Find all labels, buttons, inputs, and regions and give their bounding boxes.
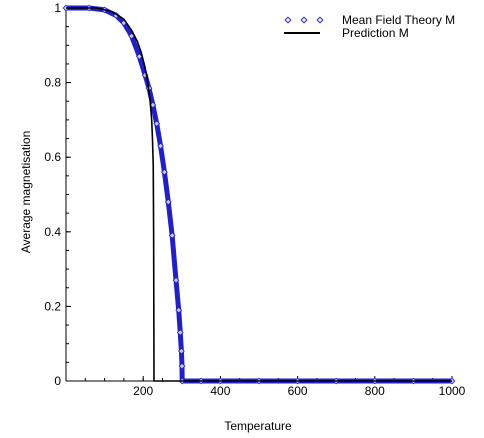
x-tick-label: 800 <box>365 384 385 398</box>
legend-diamond <box>300 16 308 24</box>
x-tick-label: 1000 <box>439 384 466 398</box>
legend-label-mean-field: Mean Field Theory M <box>342 13 455 27</box>
y-axis-title: Average magnetisation <box>19 131 33 254</box>
legend: Mean Field Theory M Prediction M <box>284 13 455 40</box>
mean-field-point <box>164 198 172 206</box>
legend-diamond <box>316 16 324 24</box>
series-prediction-line <box>66 7 452 382</box>
x-ticks: 200 400 600 800 1000 <box>65 376 466 398</box>
x-tick-label: 400 <box>210 384 230 398</box>
mean-field-point <box>178 362 186 370</box>
legend-item-prediction: Prediction M <box>284 26 409 40</box>
mean-field-point <box>157 142 164 150</box>
y-tick-label: 1 <box>54 1 61 15</box>
x-tick-label: 200 <box>133 384 153 398</box>
axes <box>65 6 452 382</box>
series-mean-field-band <box>63 5 455 384</box>
legend-label-prediction: Prediction M <box>342 26 409 40</box>
mean-field-point <box>175 306 183 314</box>
y-ticks: 0 0.2 0.4 0.6 0.8 1 <box>44 1 71 388</box>
y-tick-label: 0.6 <box>44 150 61 164</box>
y-tick-label: 0.8 <box>44 76 61 90</box>
mean-field-point <box>168 232 176 239</box>
mean-field-point <box>153 120 161 128</box>
x-tick-label: 600 <box>288 384 308 398</box>
y-tick-label: 0 <box>54 374 61 388</box>
mean-field-point <box>178 347 185 355</box>
y-tick-label: 0.2 <box>44 299 61 313</box>
mean-field-point <box>176 329 184 336</box>
mean-field-point <box>135 53 143 60</box>
legend-item-mean-field: Mean Field Theory M <box>284 13 455 27</box>
mean-field-point <box>149 101 157 109</box>
y-tick-label: 0.4 <box>44 225 61 239</box>
legend-marker-mean-field <box>284 16 324 24</box>
mean-field-point <box>161 168 168 176</box>
series-layer <box>62 4 456 385</box>
legend-diamond <box>284 16 292 24</box>
mean-field-point <box>172 276 180 284</box>
x-axis-title: Temperature <box>224 419 292 433</box>
